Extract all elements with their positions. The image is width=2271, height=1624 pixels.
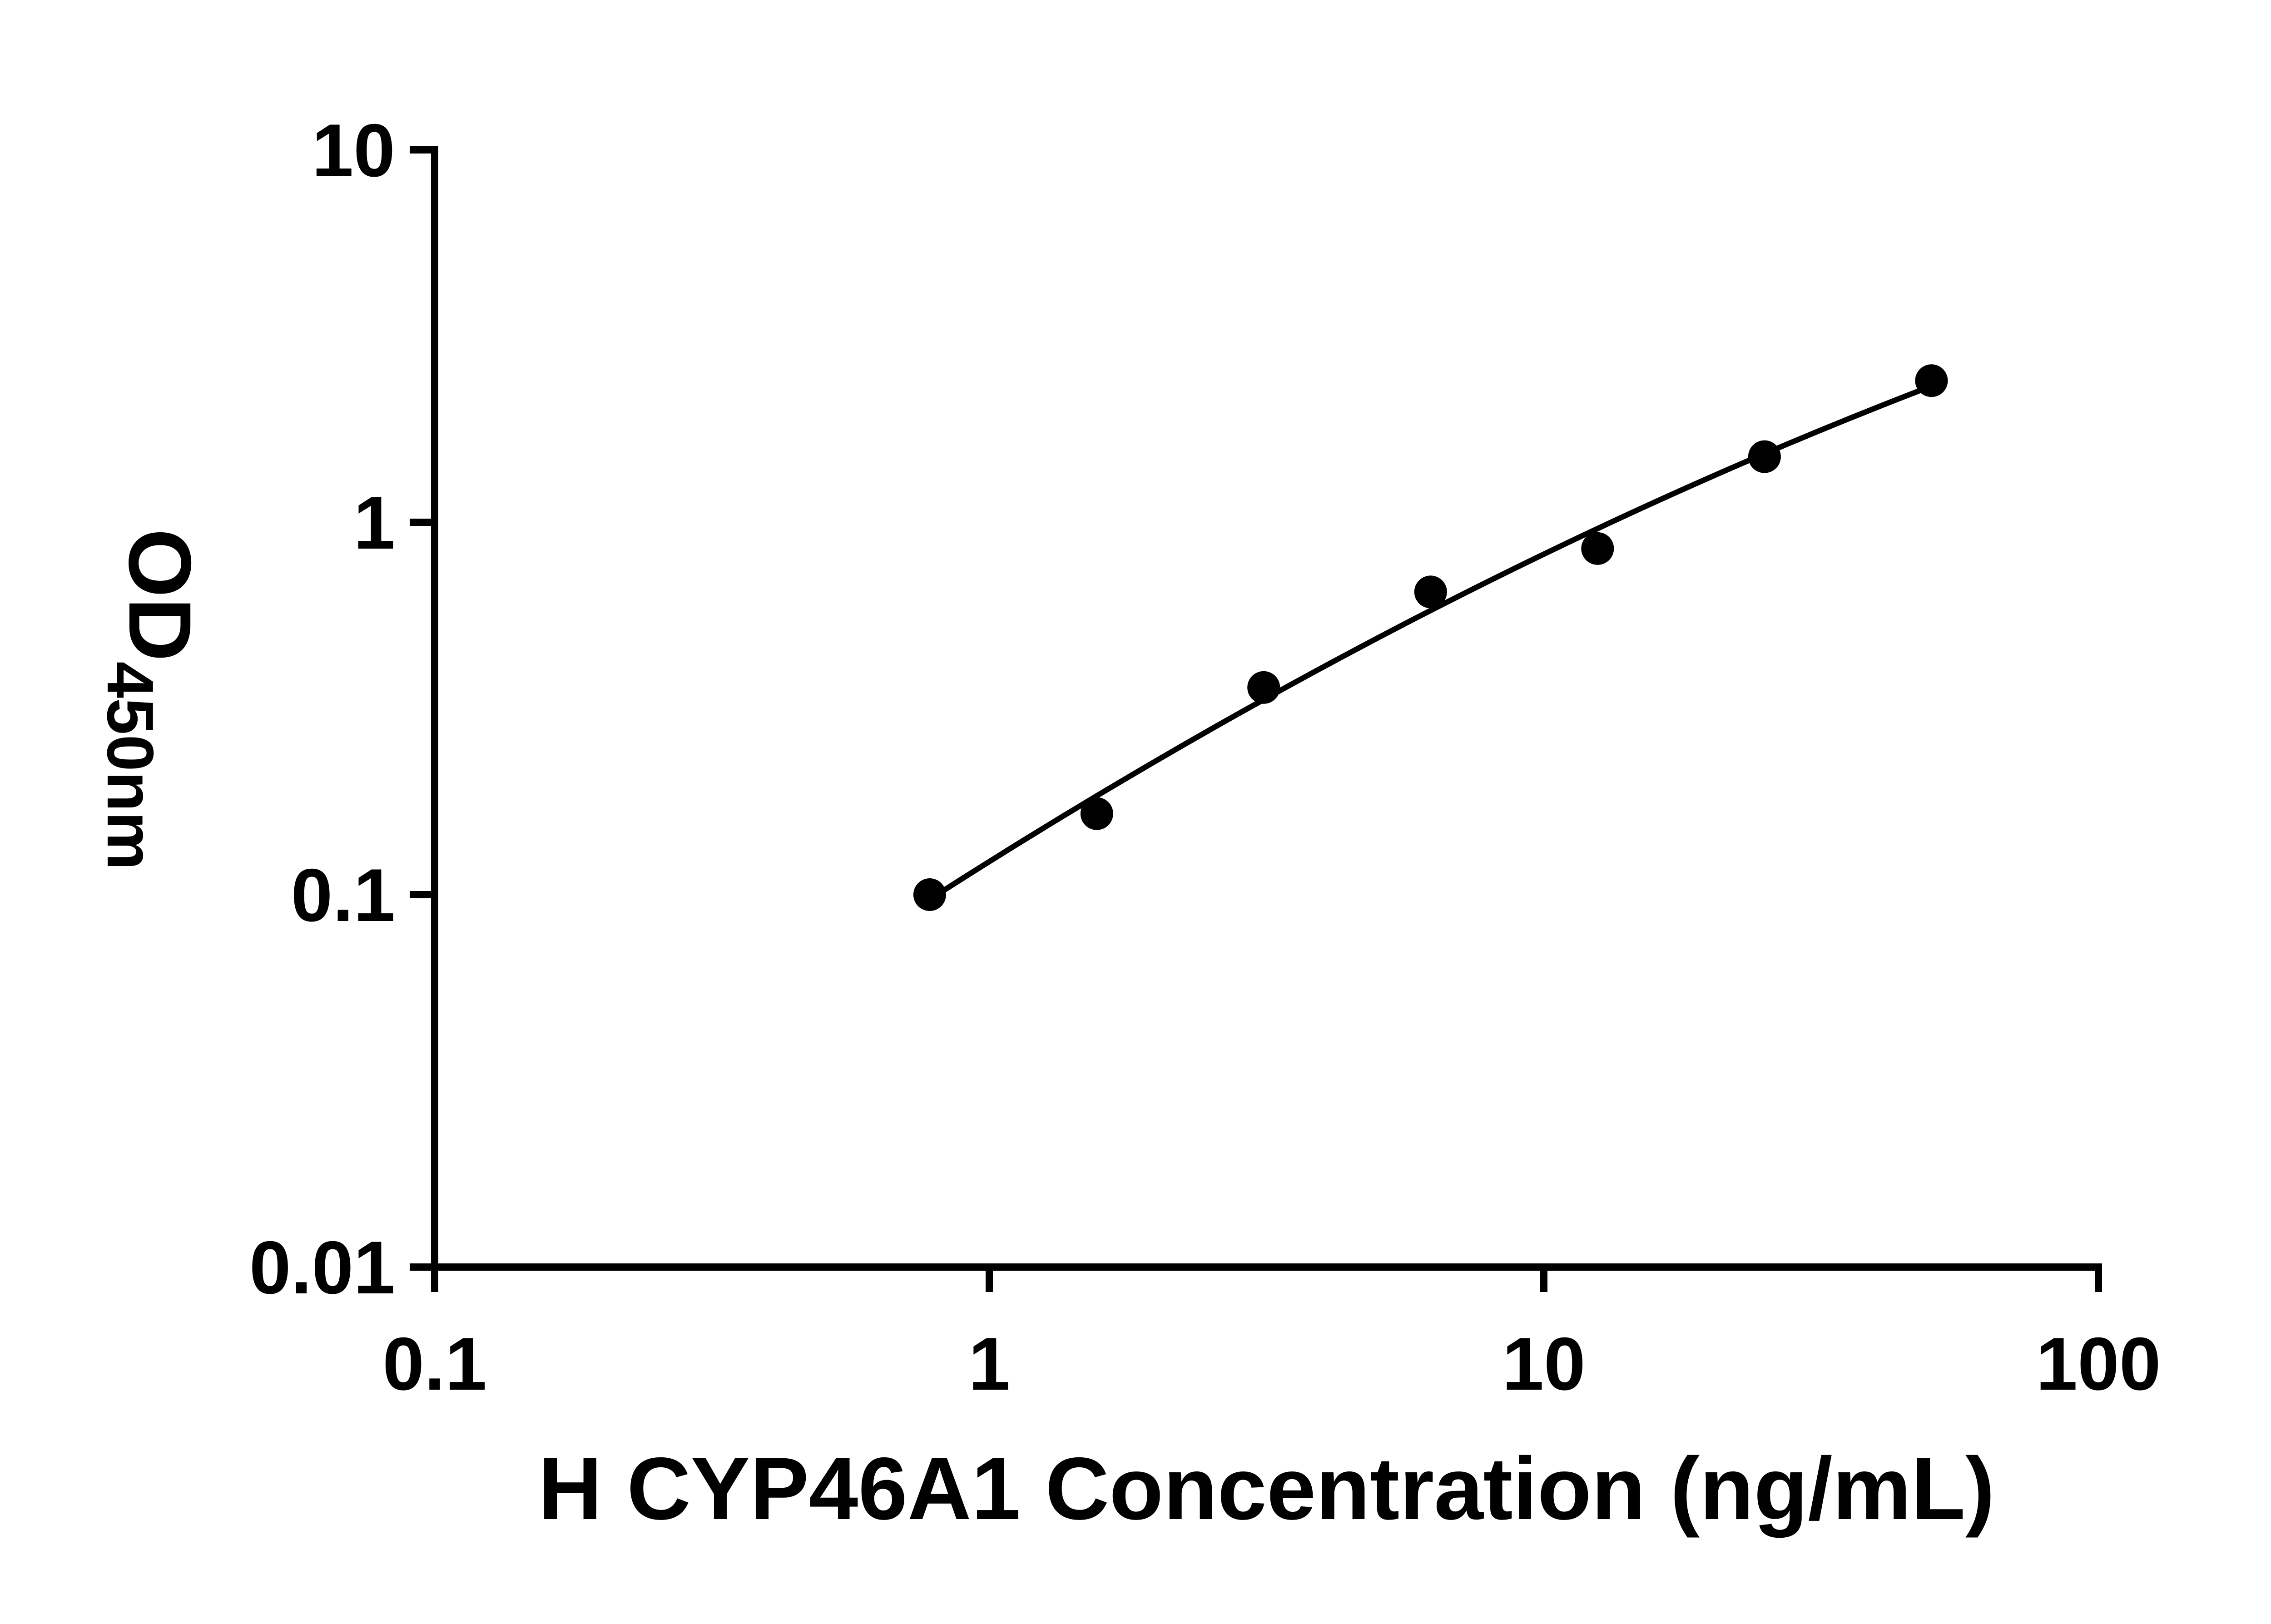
y-tick-label: 10 [312, 109, 395, 192]
data-point [1414, 575, 1447, 609]
fit-line [928, 383, 1933, 902]
axes-lines [431, 146, 2102, 1271]
x-axis-title: H CYP46A1 Concentration (ng/mL) [538, 1439, 1995, 1538]
x-tick-label: 10 [1502, 1322, 1586, 1406]
data-point [1748, 440, 1781, 473]
data-point [1247, 671, 1280, 704]
x-tick-label: 0.1 [382, 1322, 486, 1406]
x-tick-label: 1 [968, 1322, 1010, 1406]
y-tick-label: 0.01 [249, 1226, 395, 1309]
y-axis-title: OD450nm [94, 529, 209, 870]
data-point [1581, 532, 1614, 565]
y-tick-label: 1 [353, 481, 395, 564]
x-tick-label: 100 [2036, 1322, 2161, 1406]
data-point [1080, 797, 1113, 830]
y-tick-label: 0.1 [291, 853, 395, 937]
data-point [913, 878, 946, 911]
data-point [1915, 364, 1948, 397]
